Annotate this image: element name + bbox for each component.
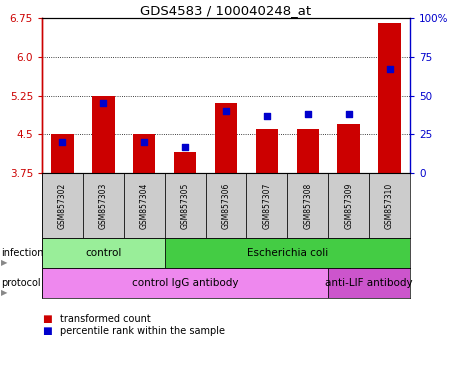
Point <box>140 139 148 145</box>
Text: ▶: ▶ <box>1 288 7 297</box>
Bar <box>297 129 319 173</box>
Point <box>263 113 270 119</box>
Bar <box>165 238 410 268</box>
Text: GSM857308: GSM857308 <box>303 182 312 228</box>
Bar <box>215 103 237 173</box>
Bar <box>174 152 196 173</box>
Title: GDS4583 / 100040248_at: GDS4583 / 100040248_at <box>140 4 311 17</box>
Bar <box>256 129 278 173</box>
Bar <box>328 268 410 298</box>
Text: control IgG antibody: control IgG antibody <box>132 278 238 288</box>
Bar <box>42 173 83 238</box>
Point <box>59 139 66 145</box>
Text: GSM857305: GSM857305 <box>180 182 189 229</box>
Text: ■: ■ <box>42 326 52 336</box>
Point <box>304 111 311 117</box>
Text: GSM857306: GSM857306 <box>221 182 230 229</box>
Bar <box>92 96 115 173</box>
Bar <box>51 134 74 173</box>
Text: GSM857302: GSM857302 <box>58 182 67 228</box>
Point <box>345 111 352 117</box>
Text: protocol: protocol <box>1 278 40 288</box>
Text: percentile rank within the sample: percentile rank within the sample <box>60 326 225 336</box>
Bar <box>83 173 124 238</box>
Bar <box>378 23 401 173</box>
Text: Escherichia coli: Escherichia coli <box>247 248 328 258</box>
Text: anti-LIF antibody: anti-LIF antibody <box>325 278 413 288</box>
Text: infection: infection <box>1 248 43 258</box>
Bar <box>42 238 165 268</box>
Bar <box>165 173 206 238</box>
Text: GSM857303: GSM857303 <box>99 182 108 229</box>
Bar <box>133 134 155 173</box>
Text: control: control <box>85 248 122 258</box>
Text: GSM857309: GSM857309 <box>344 182 353 229</box>
Bar <box>338 124 360 173</box>
Text: transformed count: transformed count <box>60 314 151 324</box>
Bar <box>42 268 328 298</box>
Text: ▶: ▶ <box>1 258 7 267</box>
Text: GSM857307: GSM857307 <box>262 182 271 229</box>
Text: GSM857304: GSM857304 <box>140 182 148 229</box>
Point <box>100 100 107 106</box>
Point <box>386 66 393 72</box>
Bar <box>288 173 328 238</box>
Point <box>181 144 189 150</box>
Bar <box>206 173 247 238</box>
Point <box>222 108 230 114</box>
Bar <box>247 173 288 238</box>
Text: ■: ■ <box>42 314 52 324</box>
Bar <box>328 173 369 238</box>
Text: GSM857310: GSM857310 <box>385 182 394 228</box>
Bar <box>124 173 165 238</box>
Bar <box>369 173 410 238</box>
